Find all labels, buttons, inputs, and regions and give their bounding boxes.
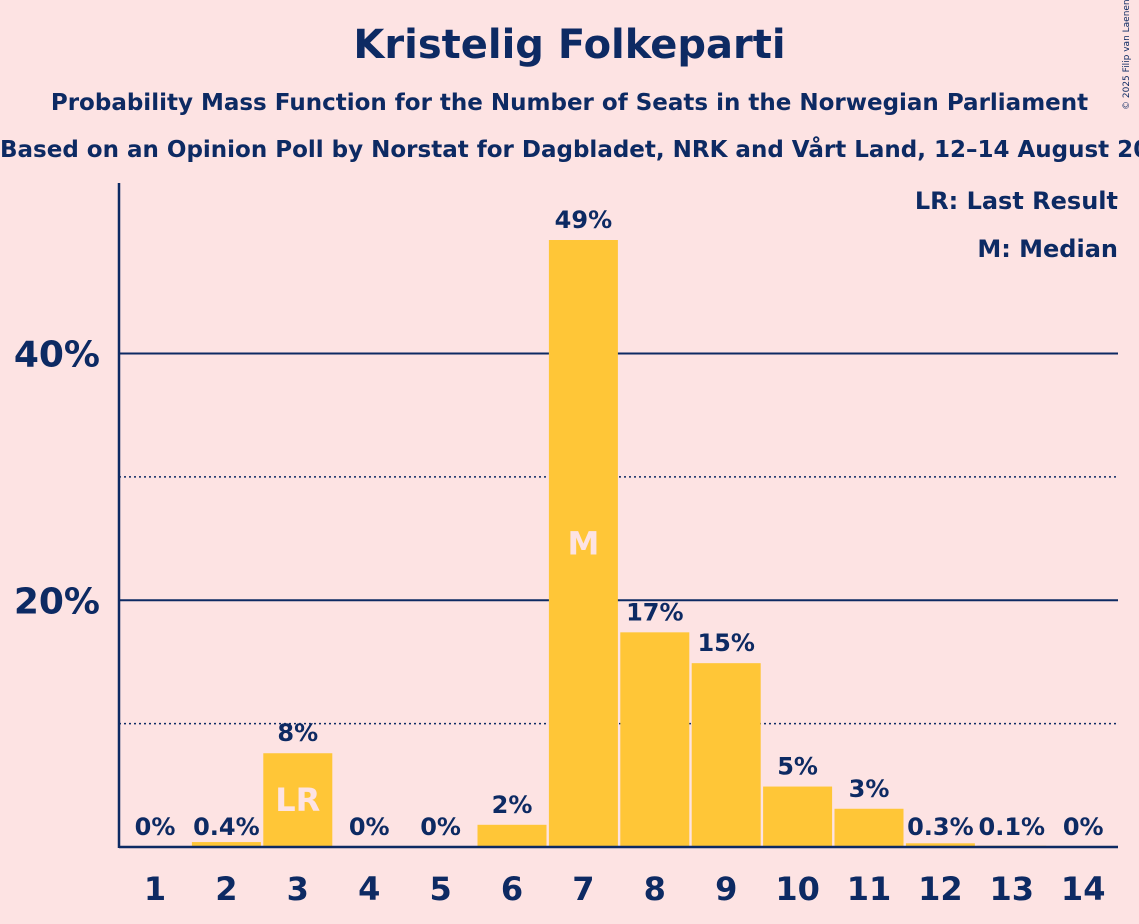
x-tick-label-13: 13 [990,870,1035,908]
x-tick-label-14: 14 [1061,870,1106,908]
value-label-4: 0% [349,813,390,841]
x-tick-label-2: 2 [215,870,237,908]
bar-seats-9 [691,663,761,847]
bar-seats-11 [834,808,904,847]
chart-source-subtitle: Based on an Opinion Poll by Norstat for … [0,137,1139,163]
x-tick-label-7: 7 [572,870,594,908]
x-tick-label-8: 8 [644,870,666,908]
bar-marker-lr: LR [275,781,320,819]
value-label-9: 15% [697,629,754,657]
value-label-13: 0.1% [979,813,1046,841]
value-label-3: 8% [277,719,318,747]
value-label-10: 5% [777,753,818,781]
bar-seats-3 [263,753,333,847]
value-label-2: 0.4% [193,813,260,841]
value-label-11: 3% [849,775,890,803]
y-tick-label: 40% [14,335,100,376]
bar-seats-6 [477,824,547,847]
bar-marker-m: M [567,525,599,563]
value-label-1: 0% [135,813,176,841]
legend-entry-1: LR: Last Result [915,187,1118,215]
bar-seats-7 [548,240,618,847]
x-tick-label-10: 10 [775,870,820,908]
value-label-7: 49% [555,206,612,234]
x-tick-label-1: 1 [144,870,166,908]
legend-entry-2: M: Median [977,235,1118,263]
x-tick-label-11: 11 [847,870,892,908]
x-tick-label-9: 9 [715,870,737,908]
x-tick-label-6: 6 [501,870,523,908]
x-tick-label-12: 12 [918,870,963,908]
x-tick-label-4: 4 [358,870,380,908]
value-label-5: 0% [420,813,461,841]
value-label-12: 0.3% [907,813,974,841]
value-label-14: 0% [1063,813,1104,841]
bar-seats-10 [763,786,833,847]
bar-seats-12 [905,843,975,847]
value-label-6: 2% [492,791,533,819]
x-tick-label-5: 5 [429,870,451,908]
y-tick-label: 20% [14,581,100,622]
chart-subtitle: Probability Mass Function for the Number… [50,90,1089,116]
chart-title: Kristelig Folkeparti [353,22,786,68]
value-label-8: 17% [626,598,683,626]
bar-seats-8 [620,632,690,847]
bar-seats-2 [191,842,261,847]
x-tick-label-3: 3 [287,870,309,908]
